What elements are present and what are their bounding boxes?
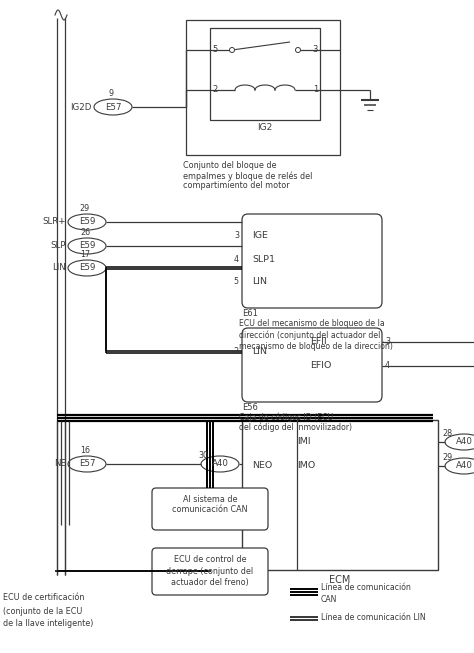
- Text: E61: E61: [242, 308, 258, 317]
- Text: IMO: IMO: [297, 462, 315, 471]
- Text: 4: 4: [234, 255, 239, 264]
- Text: 3: 3: [385, 338, 390, 347]
- Text: SLP1: SLP1: [252, 255, 275, 264]
- Text: dirección (conjunto del actuador del: dirección (conjunto del actuador del: [239, 330, 380, 340]
- Text: derrape (conjunto del: derrape (conjunto del: [166, 567, 254, 575]
- Text: LIN: LIN: [252, 278, 267, 287]
- Ellipse shape: [445, 434, 474, 450]
- Text: SLR+: SLR+: [43, 217, 66, 227]
- Text: 29: 29: [442, 453, 452, 462]
- Text: NE: NE: [54, 460, 66, 468]
- Text: A40: A40: [456, 438, 473, 447]
- Text: E57: E57: [79, 460, 95, 468]
- Text: LIN: LIN: [252, 347, 267, 357]
- Text: actuador del freno): actuador del freno): [171, 579, 249, 588]
- Circle shape: [229, 48, 235, 52]
- Text: ECU de certificación: ECU de certificación: [3, 594, 84, 603]
- Text: 1: 1: [313, 84, 318, 93]
- Circle shape: [295, 48, 301, 52]
- Ellipse shape: [68, 260, 106, 276]
- Text: E59: E59: [79, 217, 95, 227]
- Text: Caja de códigos ID (ECU: Caja de códigos ID (ECU: [239, 412, 333, 422]
- Text: 4: 4: [385, 362, 390, 370]
- Text: de la llave inteligente): de la llave inteligente): [3, 620, 93, 628]
- Ellipse shape: [445, 458, 474, 474]
- Text: EFIO: EFIO: [310, 362, 331, 370]
- Text: 17: 17: [80, 250, 90, 259]
- Text: del código del inmovilizador): del código del inmovilizador): [239, 422, 352, 432]
- Text: 30: 30: [198, 451, 208, 460]
- FancyBboxPatch shape: [152, 488, 268, 530]
- Text: empalmes y bloque de relés del: empalmes y bloque de relés del: [183, 171, 312, 181]
- Text: IG2D: IG2D: [71, 103, 92, 112]
- Text: 9: 9: [109, 89, 114, 98]
- Text: 5: 5: [234, 278, 239, 287]
- Text: IMI: IMI: [297, 438, 310, 447]
- Text: 2: 2: [212, 84, 217, 93]
- FancyBboxPatch shape: [152, 548, 268, 595]
- Bar: [210, 28, 320, 120]
- Text: 5: 5: [212, 44, 217, 54]
- Text: Al sistema de: Al sistema de: [183, 494, 237, 503]
- Text: 3: 3: [313, 44, 318, 54]
- FancyBboxPatch shape: [242, 328, 382, 402]
- Text: (conjunto de la ECU: (conjunto de la ECU: [3, 607, 82, 616]
- Text: Conjunto del bloque de: Conjunto del bloque de: [183, 161, 276, 170]
- Text: LIN: LIN: [52, 264, 66, 272]
- Ellipse shape: [68, 456, 106, 472]
- Text: A40: A40: [211, 460, 228, 468]
- Text: CAN: CAN: [321, 594, 337, 603]
- Bar: [186, 20, 340, 155]
- Text: ECU del mecanismo de bloqueo de la: ECU del mecanismo de bloqueo de la: [239, 319, 385, 328]
- Text: ECM: ECM: [329, 575, 351, 585]
- Text: NEO: NEO: [252, 460, 272, 470]
- Text: 28: 28: [442, 428, 452, 438]
- Text: E57: E57: [105, 103, 121, 112]
- Text: Línea de comunicación: Línea de comunicación: [321, 584, 411, 592]
- Text: A40: A40: [456, 462, 473, 471]
- Text: 26: 26: [80, 228, 90, 237]
- Text: compartimiento del motor: compartimiento del motor: [183, 182, 290, 191]
- FancyBboxPatch shape: [242, 214, 382, 308]
- Text: Línea de comunicación LIN: Línea de comunicación LIN: [321, 614, 426, 622]
- Ellipse shape: [68, 238, 106, 254]
- Text: ECU de control de: ECU de control de: [174, 554, 246, 564]
- Text: comunicación CAN: comunicación CAN: [172, 505, 248, 515]
- Ellipse shape: [201, 456, 239, 472]
- Text: IG2: IG2: [257, 123, 273, 131]
- Text: 16: 16: [80, 446, 90, 455]
- Text: EFII: EFII: [310, 338, 327, 347]
- Text: SLP: SLP: [51, 242, 66, 251]
- Text: E59: E59: [79, 242, 95, 251]
- Text: 3: 3: [234, 232, 239, 240]
- Ellipse shape: [68, 214, 106, 230]
- Text: E59: E59: [79, 264, 95, 272]
- Bar: [242, 420, 438, 570]
- Text: E56: E56: [242, 402, 258, 411]
- Ellipse shape: [94, 99, 132, 115]
- Text: mecanismo de bloqueo de la dirección): mecanismo de bloqueo de la dirección): [239, 342, 393, 351]
- Text: 2: 2: [234, 347, 239, 357]
- Text: IGE: IGE: [252, 232, 268, 240]
- Text: 29: 29: [80, 204, 90, 213]
